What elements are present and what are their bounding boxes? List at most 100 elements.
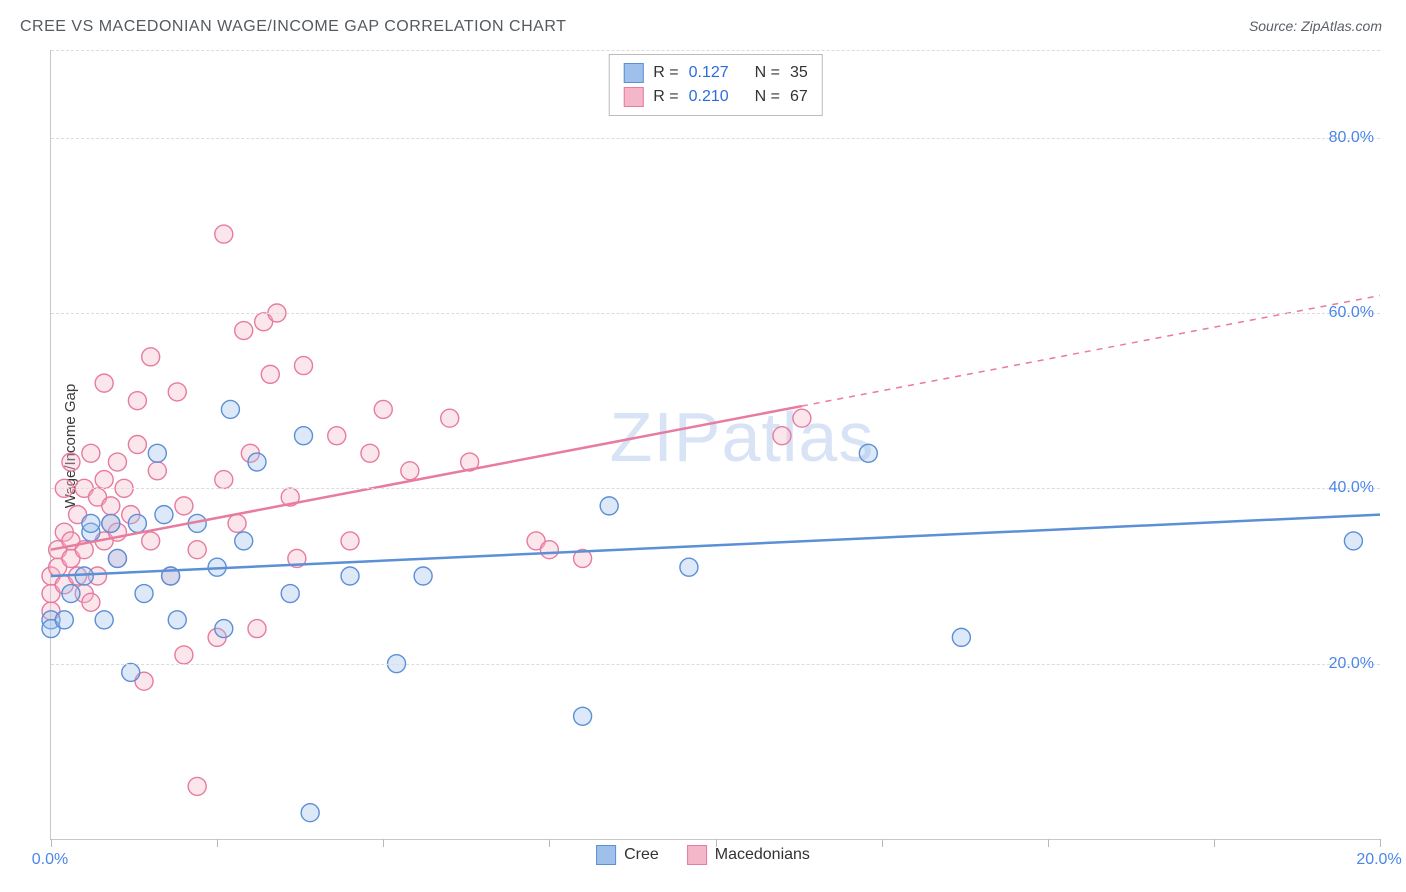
legend-correlation: R = 0.127 N = 35 R = 0.210 N = 67: [608, 54, 822, 116]
legend-row-cree: R = 0.127 N = 35: [623, 61, 807, 85]
data-point: [155, 506, 173, 524]
x-tick: [1048, 839, 1049, 847]
swatch-macedonians: [687, 845, 707, 865]
legend-item-macedonians: Macedonians: [687, 845, 810, 865]
x-tick: [51, 839, 52, 847]
data-point: [108, 549, 126, 567]
chart-container: CREE VS MACEDONIAN WAGE/INCOME GAP CORRE…: [0, 0, 1406, 892]
data-point: [122, 663, 140, 681]
data-point: [102, 497, 120, 515]
n-value-macedonians: 67: [790, 85, 808, 109]
gridline: [51, 50, 1380, 51]
legend-label-cree: Cree: [624, 846, 659, 864]
svg-layer: [51, 50, 1380, 839]
swatch-macedonians: [623, 87, 643, 107]
data-point: [148, 444, 166, 462]
data-point: [228, 514, 246, 532]
data-point: [295, 427, 313, 445]
data-point: [235, 532, 253, 550]
data-point: [95, 374, 113, 392]
data-point: [600, 497, 618, 515]
x-tick: [1214, 839, 1215, 847]
r-value-macedonians: 0.210: [689, 85, 739, 109]
data-point: [301, 804, 319, 822]
data-point: [341, 567, 359, 585]
data-point: [952, 628, 970, 646]
gridline: [51, 313, 1380, 314]
data-point: [102, 514, 120, 532]
data-point: [1344, 532, 1362, 550]
data-point: [175, 646, 193, 664]
data-point: [361, 444, 379, 462]
swatch-cree: [623, 63, 643, 83]
x-tick-label: 20.0%: [1356, 851, 1401, 869]
n-value-cree: 35: [790, 61, 808, 85]
data-point: [328, 427, 346, 445]
data-point: [82, 593, 100, 611]
data-point: [295, 357, 313, 375]
r-label: R =: [653, 85, 678, 109]
data-point: [82, 514, 100, 532]
x-tick-label: 0.0%: [32, 851, 68, 869]
data-point: [188, 541, 206, 559]
n-label: N =: [755, 85, 780, 109]
data-point: [374, 400, 392, 418]
data-point: [168, 611, 186, 629]
data-point: [680, 558, 698, 576]
chart-title: CREE VS MACEDONIAN WAGE/INCOME GAP CORRE…: [20, 18, 566, 36]
r-value-cree: 0.127: [689, 61, 739, 85]
source-attribution: Source: ZipAtlas.com: [1249, 18, 1382, 34]
data-point: [55, 611, 73, 629]
gridline: [51, 138, 1380, 139]
data-point: [859, 444, 877, 462]
x-tick: [1380, 839, 1381, 847]
data-point: [235, 322, 253, 340]
data-point: [540, 541, 558, 559]
data-point: [62, 453, 80, 471]
data-point: [188, 777, 206, 795]
data-point: [82, 444, 100, 462]
legend-series: Cree Macedonians: [596, 845, 810, 865]
data-point: [148, 462, 166, 480]
data-point: [793, 409, 811, 427]
data-point: [142, 348, 160, 366]
data-point: [248, 453, 266, 471]
plot-area: ZIPatlas R = 0.127 N = 35 R = 0.210 N = …: [50, 50, 1380, 840]
data-point: [215, 620, 233, 638]
data-point: [95, 611, 113, 629]
data-point: [261, 365, 279, 383]
data-point: [128, 514, 146, 532]
data-point: [128, 436, 146, 454]
data-point: [414, 567, 432, 585]
x-tick: [383, 839, 384, 847]
x-tick: [217, 839, 218, 847]
data-point: [574, 707, 592, 725]
data-point: [142, 532, 160, 550]
n-label: N =: [755, 61, 780, 85]
gridline: [51, 488, 1380, 489]
gridline: [51, 664, 1380, 665]
legend-item-cree: Cree: [596, 845, 659, 865]
data-point: [341, 532, 359, 550]
swatch-cree: [596, 845, 616, 865]
y-tick-label: 40.0%: [1329, 479, 1374, 497]
data-point: [281, 585, 299, 603]
data-point: [95, 471, 113, 489]
legend-row-macedonians: R = 0.210 N = 67: [623, 85, 807, 109]
data-point: [248, 620, 266, 638]
data-point: [128, 392, 146, 410]
x-tick: [549, 839, 550, 847]
data-point: [108, 453, 126, 471]
data-point: [441, 409, 459, 427]
data-point: [401, 462, 419, 480]
data-point: [135, 585, 153, 603]
source-prefix: Source:: [1249, 18, 1301, 34]
data-point: [175, 497, 193, 515]
y-tick-label: 60.0%: [1329, 304, 1374, 322]
y-tick-label: 80.0%: [1329, 129, 1374, 147]
r-label: R =: [653, 61, 678, 85]
data-point: [221, 400, 239, 418]
x-tick: [882, 839, 883, 847]
y-tick-label: 20.0%: [1329, 655, 1374, 673]
data-point: [773, 427, 791, 445]
